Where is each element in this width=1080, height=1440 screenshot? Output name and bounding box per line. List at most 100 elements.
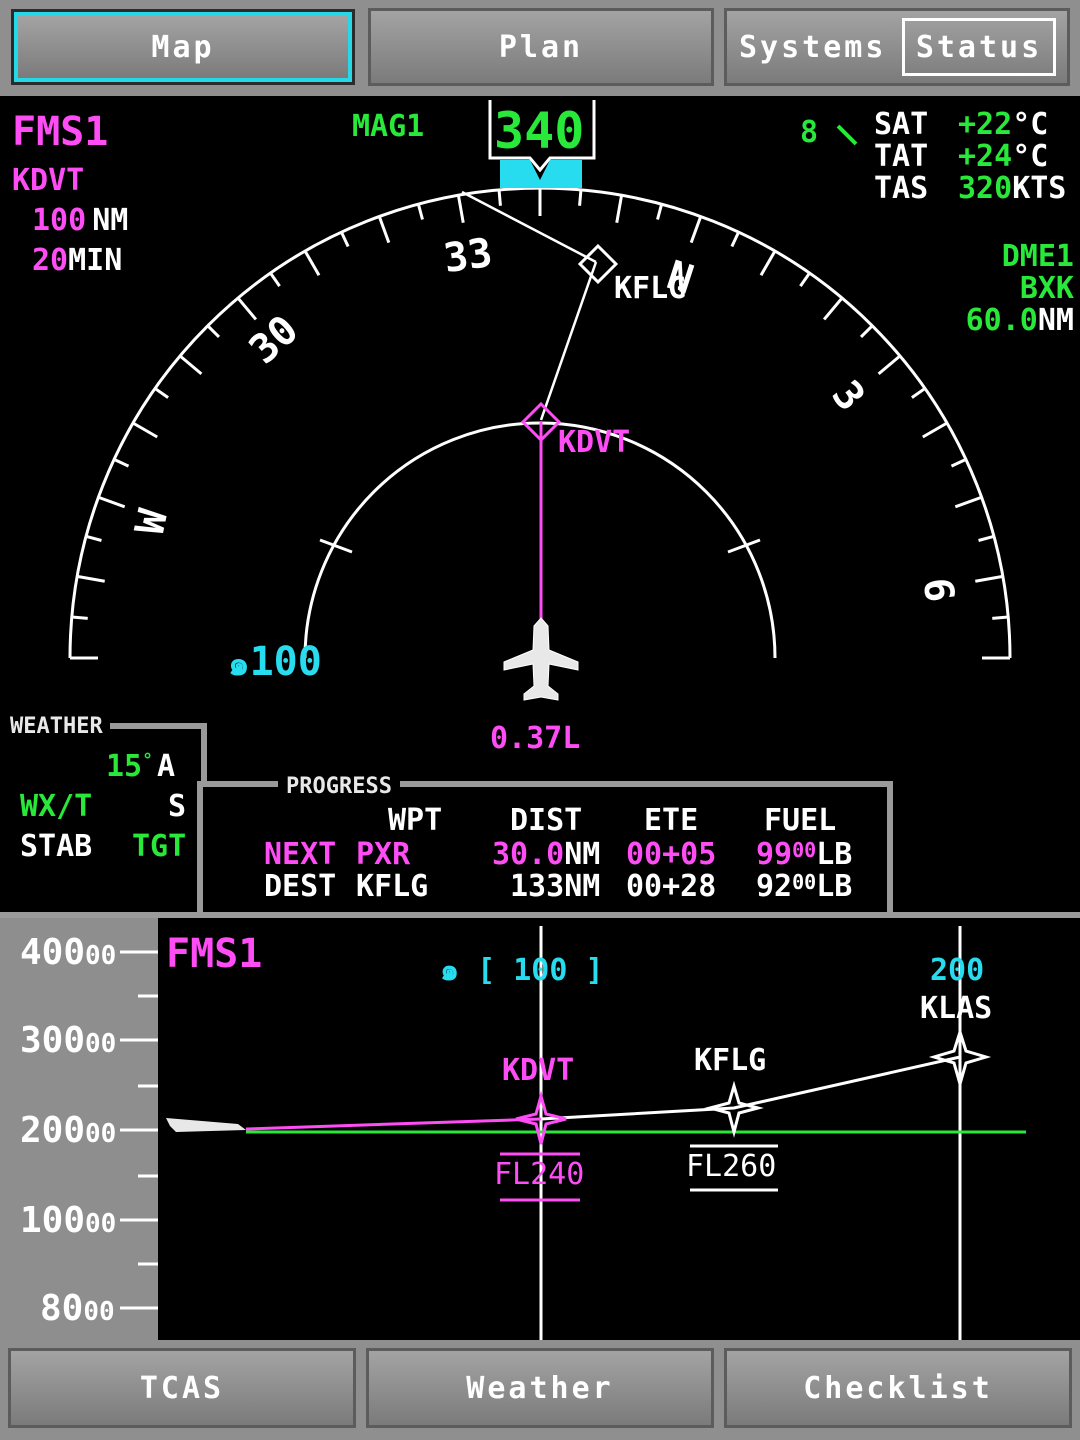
weather-stab[interactable]: STAB (20, 829, 93, 864)
dme-label: DME1 (1001, 239, 1074, 274)
progress-header-dist: DIST (510, 803, 583, 838)
range-icon: ๑ (228, 644, 250, 684)
compass-tick (730, 231, 740, 248)
compass-tick (416, 203, 424, 220)
tab-checklist[interactable]: Checklist (724, 1348, 1072, 1428)
compass-tick (178, 354, 203, 376)
progress-title: PROGRESS (280, 774, 398, 799)
range-icon: ๑ (440, 953, 460, 988)
weather-mode-suffix: S (168, 789, 187, 824)
progress-row-dist: 133NM (510, 869, 601, 904)
progress-frame (197, 781, 893, 918)
tab-status[interactable]: Status (902, 18, 1056, 76)
heading-readout: 340 (494, 102, 585, 160)
progress-header-fuel: FUEL (764, 803, 837, 838)
vertical-profile-graphics (120, 926, 1026, 1340)
compass-tick (497, 189, 502, 206)
kflg-star-icon (704, 1080, 764, 1138)
progress-row-wpt: KFLG (356, 869, 429, 904)
compass-tick (689, 215, 703, 244)
weather-frame (110, 723, 207, 784)
klas-speed-constraint: 200 (930, 953, 985, 988)
heading-bug (500, 160, 582, 188)
altitude-label-400: 40000 (20, 932, 117, 973)
active-profile-path (245, 1117, 542, 1131)
klas-star-icon (928, 1027, 992, 1090)
wind-speed: 8 (800, 115, 819, 150)
compass-tick (97, 495, 126, 509)
range-indicator[interactable]: ๑100 (228, 639, 322, 685)
compass-tick (340, 231, 350, 248)
profile-fms-source: FMS1 (166, 931, 263, 977)
weather-mode: WX/T (20, 789, 93, 824)
range-time: 20MIN (32, 243, 123, 278)
section-divider (0, 912, 1080, 920)
weather-title: WEATHER (4, 714, 109, 739)
profile-range[interactable]: ๑ [ 100 ] (440, 953, 604, 988)
compass-tick (975, 574, 1004, 583)
aircraft-symbol (503, 617, 579, 701)
compass-tick (615, 194, 624, 223)
vertical-profile: 40000 30000 20000 10000 8000 FMS1 ๑ [ 10… (0, 918, 1080, 1340)
compass-tick (954, 495, 983, 509)
compass-tick (269, 272, 281, 287)
progress-header-wpt: WPT (388, 803, 443, 838)
waypoint-kdvt-label: KDVT (558, 425, 631, 460)
kflg-label: KFLG (694, 1043, 767, 1078)
progress-row-ete: 00+28 (626, 869, 717, 904)
compass-tick (154, 387, 169, 399)
compass-tick (656, 203, 664, 220)
sat-label: SAT (874, 107, 929, 142)
compass-tick (922, 421, 948, 439)
tab-systems[interactable]: Systems (739, 29, 887, 65)
route-line-1 (461, 190, 597, 264)
tab-tcas[interactable]: TCAS (8, 1348, 356, 1428)
progress-row-wpt: PXR (356, 837, 411, 872)
tab-weather[interactable]: Weather (366, 1348, 714, 1428)
weather-tilt: 15° A (106, 749, 176, 784)
progress-header-ete: ETE (644, 803, 699, 838)
waypoint-kflg-label: KFLG (614, 271, 687, 306)
dme-distance: 60.0NM (965, 303, 1074, 338)
compass-tick (456, 194, 465, 223)
compass-tick (992, 615, 1009, 620)
compass-tick (303, 250, 321, 276)
progress-row-fuel: 9900LB (756, 837, 853, 872)
compass-tick (76, 574, 105, 583)
altitude-label-100: 10000 (20, 1200, 117, 1241)
tat-label: TAT (874, 139, 929, 174)
kdvt-star-icon (515, 1090, 567, 1145)
klas-label: KLAS (920, 991, 993, 1026)
altitude-label-200: 20000 (20, 1110, 117, 1151)
compass-label-6: 6 (913, 575, 963, 605)
altitude-label-300: 30000 (20, 1020, 117, 1061)
tat-value: +24°C (958, 139, 1049, 174)
wind-arrow-icon (836, 124, 858, 146)
weather-tgt[interactable]: TGT (132, 829, 187, 864)
kdvt-label: KDVT (502, 1053, 575, 1088)
range-distance: 100 NM (32, 203, 129, 238)
sat-value: +22°C (958, 107, 1049, 142)
navigation-map (68, 100, 1012, 918)
compass-tick (113, 458, 130, 468)
progress-row-label: DEST (264, 869, 337, 904)
cross-track-error: 0.37L (490, 721, 581, 756)
altitude-label-80: 8000 (40, 1288, 115, 1329)
waypoint-kdvt-symbol (520, 401, 562, 443)
kdvt-altitude-constraint: FL240 (494, 1157, 585, 1192)
compass-tick (377, 215, 391, 244)
progress-row-fuel: 9200LB (756, 869, 853, 904)
tas-label: TAS (874, 171, 929, 206)
progress-row-ete: 00+05 (626, 837, 717, 872)
profile-path (540, 1055, 961, 1121)
tab-plan[interactable]: Plan (368, 8, 714, 86)
compass-ticks (70, 188, 1010, 660)
tab-map[interactable]: Map (11, 9, 355, 85)
compass-tick (236, 296, 258, 321)
compass-tick (877, 354, 902, 376)
compass-tick (859, 324, 874, 339)
heading-box (488, 100, 596, 173)
compass-tick (578, 189, 583, 206)
tas-value: 320KTS (958, 171, 1067, 206)
destination: KDVT (12, 163, 85, 198)
